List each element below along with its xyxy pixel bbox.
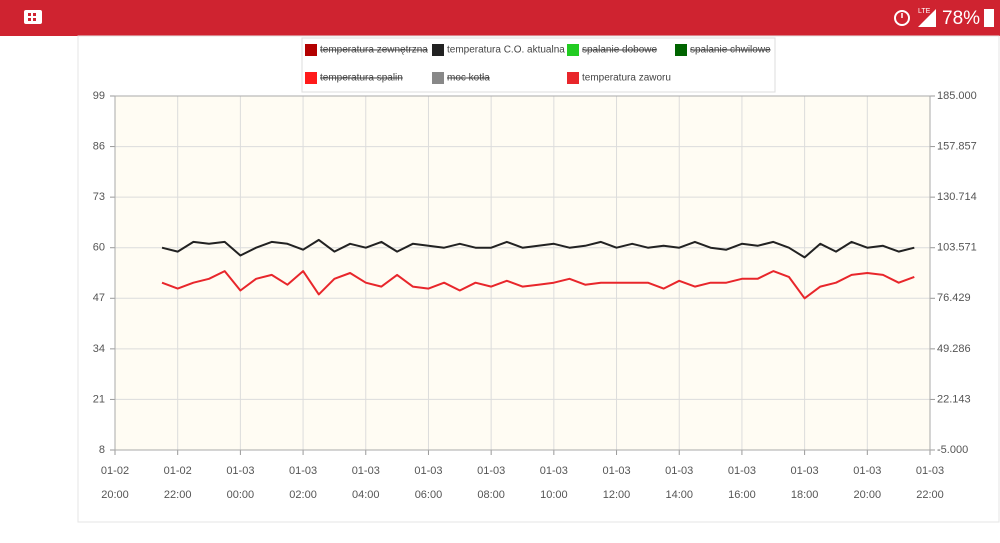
plot-border	[114, 95, 931, 451]
x-tick-date: 01-03	[352, 465, 380, 477]
x-tick-date: 01-02	[101, 465, 129, 477]
x-tick-time: 02:00	[289, 489, 317, 501]
y2-tick-label: -5.000	[937, 444, 968, 456]
legend-label[interactable]: temperatura C.O. aktualna	[447, 45, 565, 56]
y2-tick-label: 185.000	[937, 90, 977, 102]
legend-swatch[interactable]	[675, 44, 687, 56]
alarm-icon	[894, 10, 910, 26]
y-tick-label: 34	[93, 343, 105, 355]
y2-tick-label: 130.714	[937, 191, 977, 203]
x-tick-date: 01-03	[226, 465, 254, 477]
x-tick-time: 00:00	[227, 489, 255, 501]
x-tick-time: 22:00	[916, 489, 944, 501]
x-tick-date: 01-03	[289, 465, 317, 477]
x-tick-time: 12:00	[603, 489, 631, 501]
battery-percent: 78%	[942, 8, 980, 29]
x-tick-time: 06:00	[415, 489, 443, 501]
network-type: LTE	[918, 8, 931, 15]
x-tick-date: 01-03	[665, 465, 693, 477]
x-tick-time: 14:00	[665, 489, 693, 501]
y-tick-label: 99	[93, 90, 105, 102]
y-tick-label: 86	[93, 140, 105, 152]
y2-tick-label: 103.571	[937, 242, 977, 254]
x-tick-time: 08:00	[477, 489, 505, 501]
x-tick-time: 18:00	[791, 489, 819, 501]
legend-box	[301, 37, 776, 93]
legend-label[interactable]: spalanie chwilowe	[690, 45, 771, 56]
legend-swatch[interactable]	[305, 72, 317, 84]
x-tick-date: 01-03	[477, 465, 505, 477]
y-tick-label: 73	[93, 191, 105, 203]
legend-label[interactable]: spalanie dobowe	[582, 45, 657, 56]
y2-tick-label: 76.429	[937, 292, 971, 304]
x-tick-date: 01-03	[728, 465, 756, 477]
y2-tick-label: 157.857	[937, 140, 977, 152]
legend-swatch[interactable]	[432, 44, 444, 56]
legend-label[interactable]: temperatura zaworu	[582, 73, 671, 84]
y-tick-label: 60	[93, 242, 105, 254]
x-tick-date: 01-03	[853, 465, 881, 477]
signal-icon	[918, 9, 936, 27]
x-tick-time: 16:00	[728, 489, 756, 501]
x-tick-date: 01-03	[791, 465, 819, 477]
y-tick-label: 8	[99, 444, 105, 456]
x-tick-date: 01-03	[916, 465, 944, 477]
x-tick-date: 01-03	[540, 465, 568, 477]
series-line	[161, 238, 915, 259]
legend-swatch[interactable]	[567, 72, 579, 84]
x-tick-date: 01-03	[414, 465, 442, 477]
x-tick-date: 01-03	[602, 465, 630, 477]
notification-icon	[24, 10, 42, 24]
legend-swatch[interactable]	[567, 44, 579, 56]
x-tick-time: 22:00	[164, 489, 192, 501]
plot-area	[115, 96, 930, 450]
legend-swatch[interactable]	[432, 72, 444, 84]
series-line	[161, 270, 915, 300]
y-tick-label: 47	[93, 292, 105, 304]
x-tick-time: 10:00	[540, 489, 568, 501]
legend-label[interactable]: temperatura spalin	[320, 73, 403, 84]
y2-tick-label: 22.143	[937, 393, 971, 405]
legend-swatch[interactable]	[305, 44, 317, 56]
x-tick-time: 20:00	[854, 489, 882, 501]
y2-tick-label: 49.286	[937, 343, 971, 355]
legend-label[interactable]: temperatura zewnętrzna	[320, 45, 428, 56]
x-tick-time: 20:00	[101, 489, 129, 501]
legend-label[interactable]: moc kotła	[447, 73, 490, 84]
x-tick-date: 01-02	[164, 465, 192, 477]
battery-icon	[984, 9, 994, 27]
x-tick-time: 04:00	[352, 489, 380, 501]
status-bar	[0, 0, 1000, 36]
y-tick-label: 21	[93, 393, 105, 405]
